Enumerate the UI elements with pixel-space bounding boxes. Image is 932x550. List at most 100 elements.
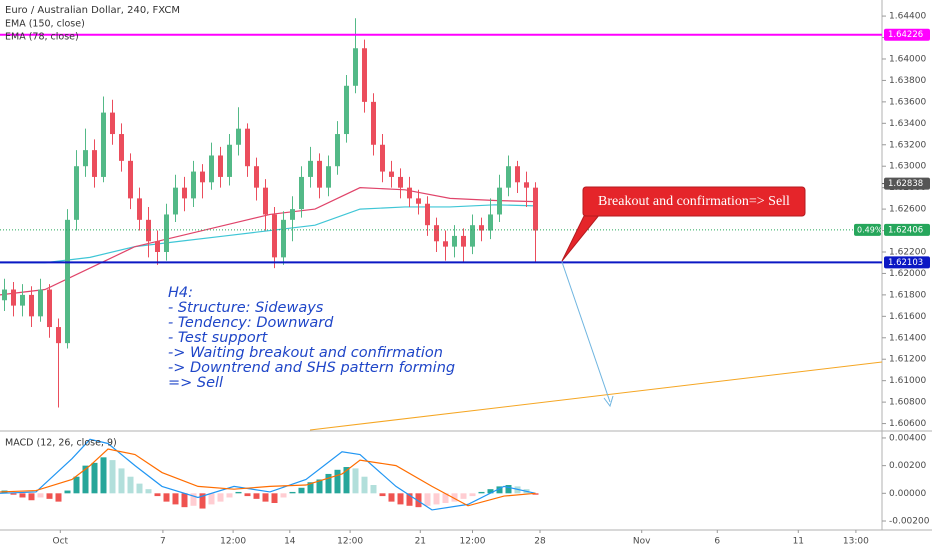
x-tick-label: Oct	[53, 537, 69, 547]
histogram-bar	[370, 485, 377, 494]
candle-body	[128, 160, 133, 199]
histogram-bar	[145, 489, 152, 494]
marks: 1.60600 1.60800 1.61000 1.61200 1.61400 1.616…	[0, 12, 930, 547]
histogram-bar	[46, 493, 53, 499]
price-label: 1.62406	[888, 225, 923, 235]
y-tick-label: 1.63000	[889, 162, 926, 172]
x-tick-label: 12:00	[220, 537, 246, 547]
candle-body	[335, 134, 340, 167]
candle-body	[74, 166, 79, 220]
histogram-bar	[244, 493, 251, 497]
candle-body	[218, 155, 223, 177]
y-tick-label: 1.61400	[889, 333, 926, 343]
price-label-bg	[884, 256, 930, 269]
histogram-bar	[451, 493, 458, 502]
candle-body	[380, 144, 385, 172]
histogram-bar	[352, 468, 359, 494]
histogram-bar	[217, 493, 224, 502]
price-label: 1.64226	[888, 30, 923, 40]
candle-body	[173, 187, 178, 215]
candle-body	[371, 101, 376, 145]
candle-body	[299, 176, 304, 210]
indicator-line	[0, 187, 536, 296]
y-tick-label: 1.63800	[889, 76, 926, 86]
candle-body	[209, 155, 214, 183]
candle-body	[2, 289, 7, 301]
candle-body	[110, 112, 115, 135]
indicator-line	[0, 448, 536, 507]
candle-body	[524, 182, 529, 188]
y-tick-label: 1.62600	[889, 205, 926, 215]
histogram-bar	[487, 489, 494, 494]
annotation-line: => Sell	[168, 375, 223, 391]
y-tick-label: 1.63600	[889, 97, 926, 107]
y-tick-label: 1.64000	[889, 54, 926, 64]
price-label: 1.62838	[888, 179, 923, 189]
histogram-bar	[190, 493, 197, 506]
histogram-bar	[469, 493, 476, 497]
y-tick-label: 1.64400	[889, 12, 926, 22]
histogram-bar	[280, 493, 287, 498]
histogram-bar	[82, 465, 89, 494]
histogram-bar	[118, 468, 125, 494]
candle-body	[119, 134, 124, 161]
histogram-bar	[163, 493, 170, 502]
y-tick-label: 1.63400	[889, 119, 926, 129]
candle-body	[506, 166, 511, 188]
price-label-bg	[884, 177, 930, 190]
candle-body	[146, 219, 151, 242]
x-tick-label: 6	[714, 537, 720, 547]
chart-title: Euro / Australian Dollar, 240, FXCM	[5, 5, 180, 16]
x-tick-label: 12:00	[337, 537, 363, 547]
y-tick-label: 1.61000	[889, 376, 926, 386]
histogram-bar	[334, 469, 341, 494]
indicator-label: EMA (78, close)	[5, 32, 79, 43]
price-label-bg	[884, 28, 930, 41]
candle-body	[452, 235, 457, 247]
arrow-head	[603, 395, 614, 408]
y-tick-label: 0.00400	[889, 433, 926, 443]
candle-body	[11, 289, 16, 306]
candle-body	[101, 112, 106, 177]
x-tick-label: 14	[284, 537, 296, 547]
x-tick-label: 11	[793, 537, 804, 547]
candle-body	[425, 203, 430, 226]
histogram-bar	[361, 476, 368, 494]
y-tick-label: 0.00000	[889, 489, 926, 499]
histogram-bar	[505, 485, 512, 494]
histogram-bar	[37, 493, 44, 498]
histogram-bar	[28, 493, 35, 501]
histogram-bar	[208, 493, 215, 505]
trend-line	[309, 361, 883, 431]
histogram-bar	[307, 482, 314, 494]
y-tick-label: 1.63200	[889, 140, 926, 150]
histogram-bar	[154, 493, 161, 497]
candle-body	[434, 225, 439, 242]
histogram-bar	[235, 491, 242, 494]
projection-arrow	[561, 261, 611, 403]
histogram-bar	[496, 486, 503, 494]
y-tick-label: 1.61200	[889, 355, 926, 365]
annotation-line: - Tendency: Downward	[168, 315, 334, 331]
change-label-bg	[854, 223, 881, 236]
candle-body	[263, 187, 268, 215]
histogram-bar	[298, 487, 305, 494]
histogram-bar	[289, 491, 296, 494]
histogram-bar	[100, 457, 107, 494]
y-tick-label: 1.61600	[889, 312, 926, 322]
candle-body	[245, 128, 250, 167]
candle-body	[200, 171, 205, 183]
histogram-bar	[262, 493, 269, 502]
candle-body	[362, 48, 367, 102]
candle-body	[272, 214, 277, 258]
x-tick-label: 13:00	[843, 537, 869, 547]
annotation-line: H4:	[168, 285, 193, 301]
candle-body	[164, 214, 169, 252]
histogram-bar	[10, 493, 17, 495]
histogram-bar	[55, 493, 62, 502]
indicator-label: EMA (150, close)	[5, 19, 85, 30]
histogram-bar	[478, 491, 485, 494]
annotation-line: -> Downtrend and SHS pattern forming	[168, 360, 455, 376]
